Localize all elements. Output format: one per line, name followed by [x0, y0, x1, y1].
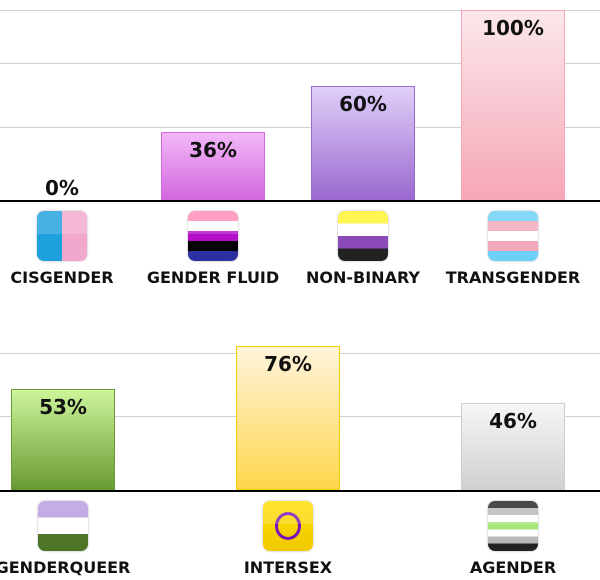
category-label: AGENDER — [469, 558, 557, 577]
genderqueer-flag-icon — [38, 501, 88, 551]
data-label: 76% — [264, 351, 312, 376]
gridline — [0, 10, 600, 11]
category-label: INTERSEX — [243, 558, 333, 577]
bar-genderqueer — [11, 389, 115, 490]
bar-transgender — [461, 10, 565, 200]
data-label: 46% — [489, 408, 537, 433]
bar-agender — [461, 402, 565, 490]
bar-gender-fluid — [161, 131, 265, 200]
cisgender-flag-icon — [37, 211, 87, 261]
data-label: 0% — [45, 176, 79, 200]
data-label: 36% — [189, 137, 237, 162]
intersex-flag-icon — [263, 501, 313, 551]
data-label: 53% — [39, 395, 87, 420]
category-label: CISGENDER — [10, 268, 114, 287]
baseline — [0, 200, 600, 202]
data-label: 60% — [339, 92, 387, 116]
bar-intersex — [236, 345, 340, 490]
category-label: TRANSGENDER — [445, 268, 581, 287]
intersex-circle-icon — [275, 512, 301, 540]
gridline — [0, 63, 600, 64]
agender-flag-icon — [488, 501, 538, 551]
bar-non-binary — [311, 86, 415, 200]
category-label: NON-BINARY — [306, 268, 420, 287]
transgender-flag-icon — [488, 211, 538, 261]
gender-fluid-flag-icon — [188, 211, 238, 261]
category-label: GENDER FLUID — [146, 268, 280, 287]
data-label: 100% — [482, 16, 544, 40]
category-label: GENDERQUEER — [0, 558, 131, 577]
non-binary-flag-icon — [338, 211, 388, 261]
gridline — [0, 127, 600, 128]
baseline — [0, 490, 600, 492]
